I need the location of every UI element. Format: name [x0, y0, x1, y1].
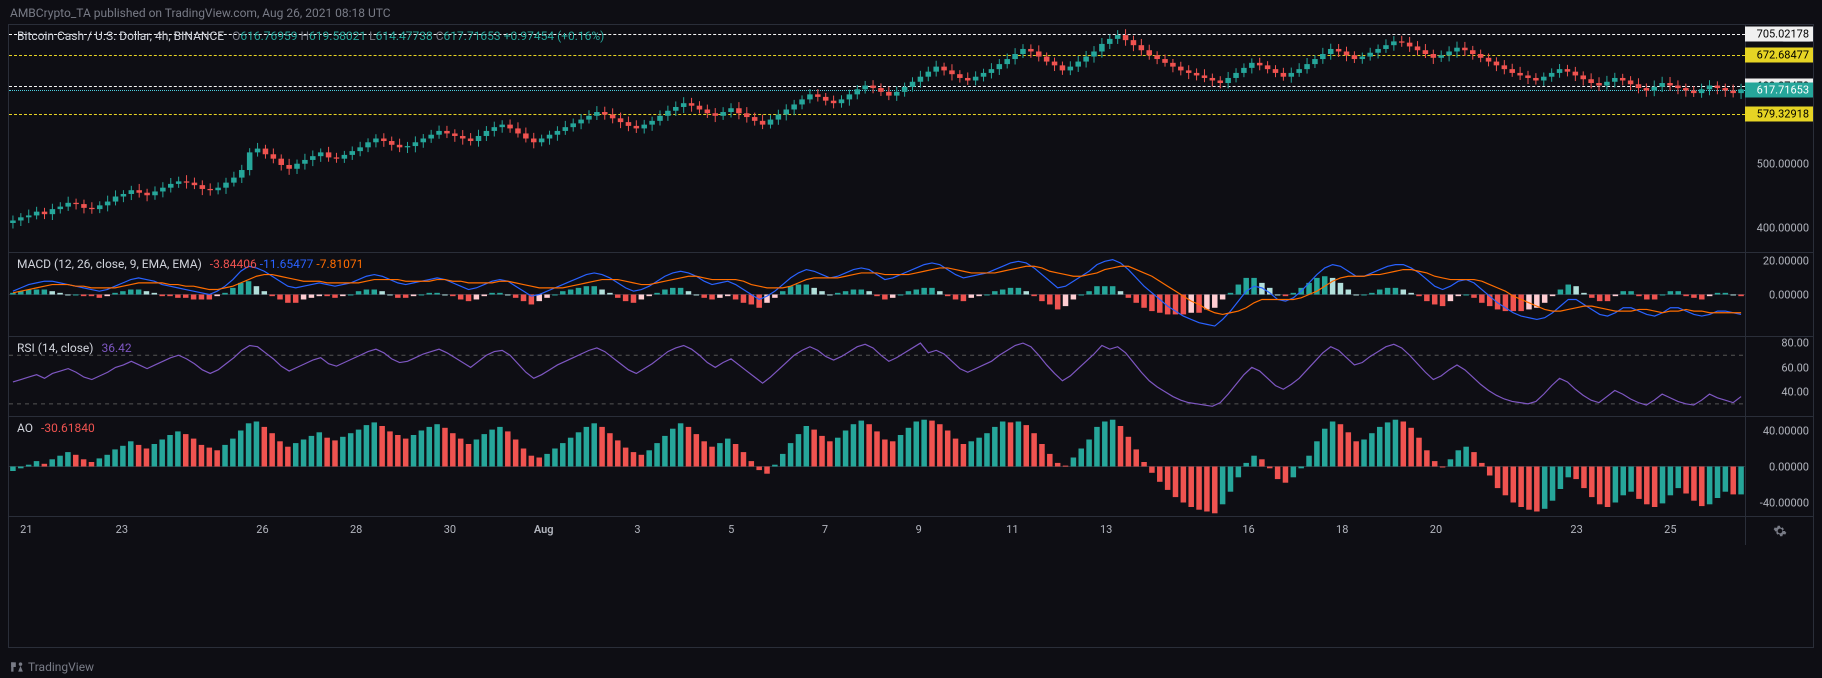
publish-text: AMBCrypto_TA published on TradingView.co…	[10, 6, 391, 20]
ohlc-block: O616.76959 H619.58021 L614.47738 C617.71…	[232, 29, 604, 43]
time-tick: 28	[350, 523, 362, 536]
time-tick: 5	[728, 523, 734, 536]
rsi-legend: RSI (14, close) 36.42	[17, 341, 132, 355]
ao-value: -30.61840	[41, 421, 95, 435]
price-tag: 579.32918	[1745, 107, 1813, 122]
macd-values: -3.84406 -11.65477 -7.81071	[210, 257, 364, 271]
ao-axis: 40.000000.00000-40.00000	[1745, 417, 1813, 516]
time-tick: Aug	[534, 523, 554, 536]
time-tick: 11	[1006, 523, 1018, 536]
axis-settings[interactable]	[1745, 517, 1813, 545]
macd-legend: MACD (12, 26, close, 9, EMA, EMA) -3.844…	[17, 257, 363, 271]
ao-panel[interactable]: AO -30.61840 40.000000.00000-40.00000	[9, 417, 1813, 517]
time-tick: 16	[1242, 523, 1254, 536]
price-axis: 400.00000500.00000705.02178672.68477623.…	[1745, 25, 1813, 252]
gear-icon	[1773, 524, 1787, 538]
price-tag: 705.02178	[1745, 27, 1813, 42]
macd-title: MACD (12, 26, close, 9, EMA, EMA)	[17, 257, 202, 271]
ao-legend: AO -30.61840	[17, 421, 95, 435]
time-tick: 30	[444, 523, 456, 536]
footer-text: TradingView	[28, 660, 94, 674]
time-tick: 13	[1100, 523, 1112, 536]
time-tick: 23	[1570, 523, 1582, 536]
time-tick: 3	[634, 523, 640, 536]
rsi-axis: 80.0060.0040.00	[1745, 337, 1813, 416]
price-tag: 672.68477	[1745, 47, 1813, 62]
footer-brand: TradingView	[10, 660, 94, 674]
time-tick: 9	[916, 523, 922, 536]
price-tag: 617.71653	[1745, 82, 1813, 97]
symbol-title: Bitcoin Cash / U.S. Dollar, 4h, BINANCE	[17, 29, 224, 43]
time-tick: 20	[1430, 523, 1442, 536]
price-panel[interactable]: USD Bitcoin Cash / U.S. Dollar, 4h, BINA…	[9, 25, 1813, 253]
macd-panel[interactable]: MACD (12, 26, close, 9, EMA, EMA) -3.844…	[9, 253, 1813, 337]
tradingview-icon	[10, 660, 24, 674]
time-tick: 23	[116, 523, 128, 536]
time-tick: 26	[256, 523, 268, 536]
time-tick: 21	[20, 523, 32, 536]
time-tick: 25	[1664, 523, 1676, 536]
time-tick: 7	[822, 523, 828, 536]
macd-axis: 20.000000.00000	[1745, 253, 1813, 336]
chart-container: USD Bitcoin Cash / U.S. Dollar, 4h, BINA…	[8, 24, 1814, 648]
rsi-value: 36.42	[101, 341, 131, 355]
price-legend: Bitcoin Cash / U.S. Dollar, 4h, BINANCE …	[17, 29, 604, 43]
time-tick: 18	[1336, 523, 1348, 536]
publish-header: AMBCrypto_TA published on TradingView.co…	[0, 0, 1822, 26]
time-axis-panel: 21 23 26 28 30 Aug 3 5 7 9 11 13 16 18 20 23 25	[9, 517, 1813, 545]
rsi-title: RSI (14, close)	[17, 341, 93, 355]
rsi-panel[interactable]: RSI (14, close) 36.42 80.0060.0040.00	[9, 337, 1813, 417]
ao-title: AO	[17, 421, 33, 435]
